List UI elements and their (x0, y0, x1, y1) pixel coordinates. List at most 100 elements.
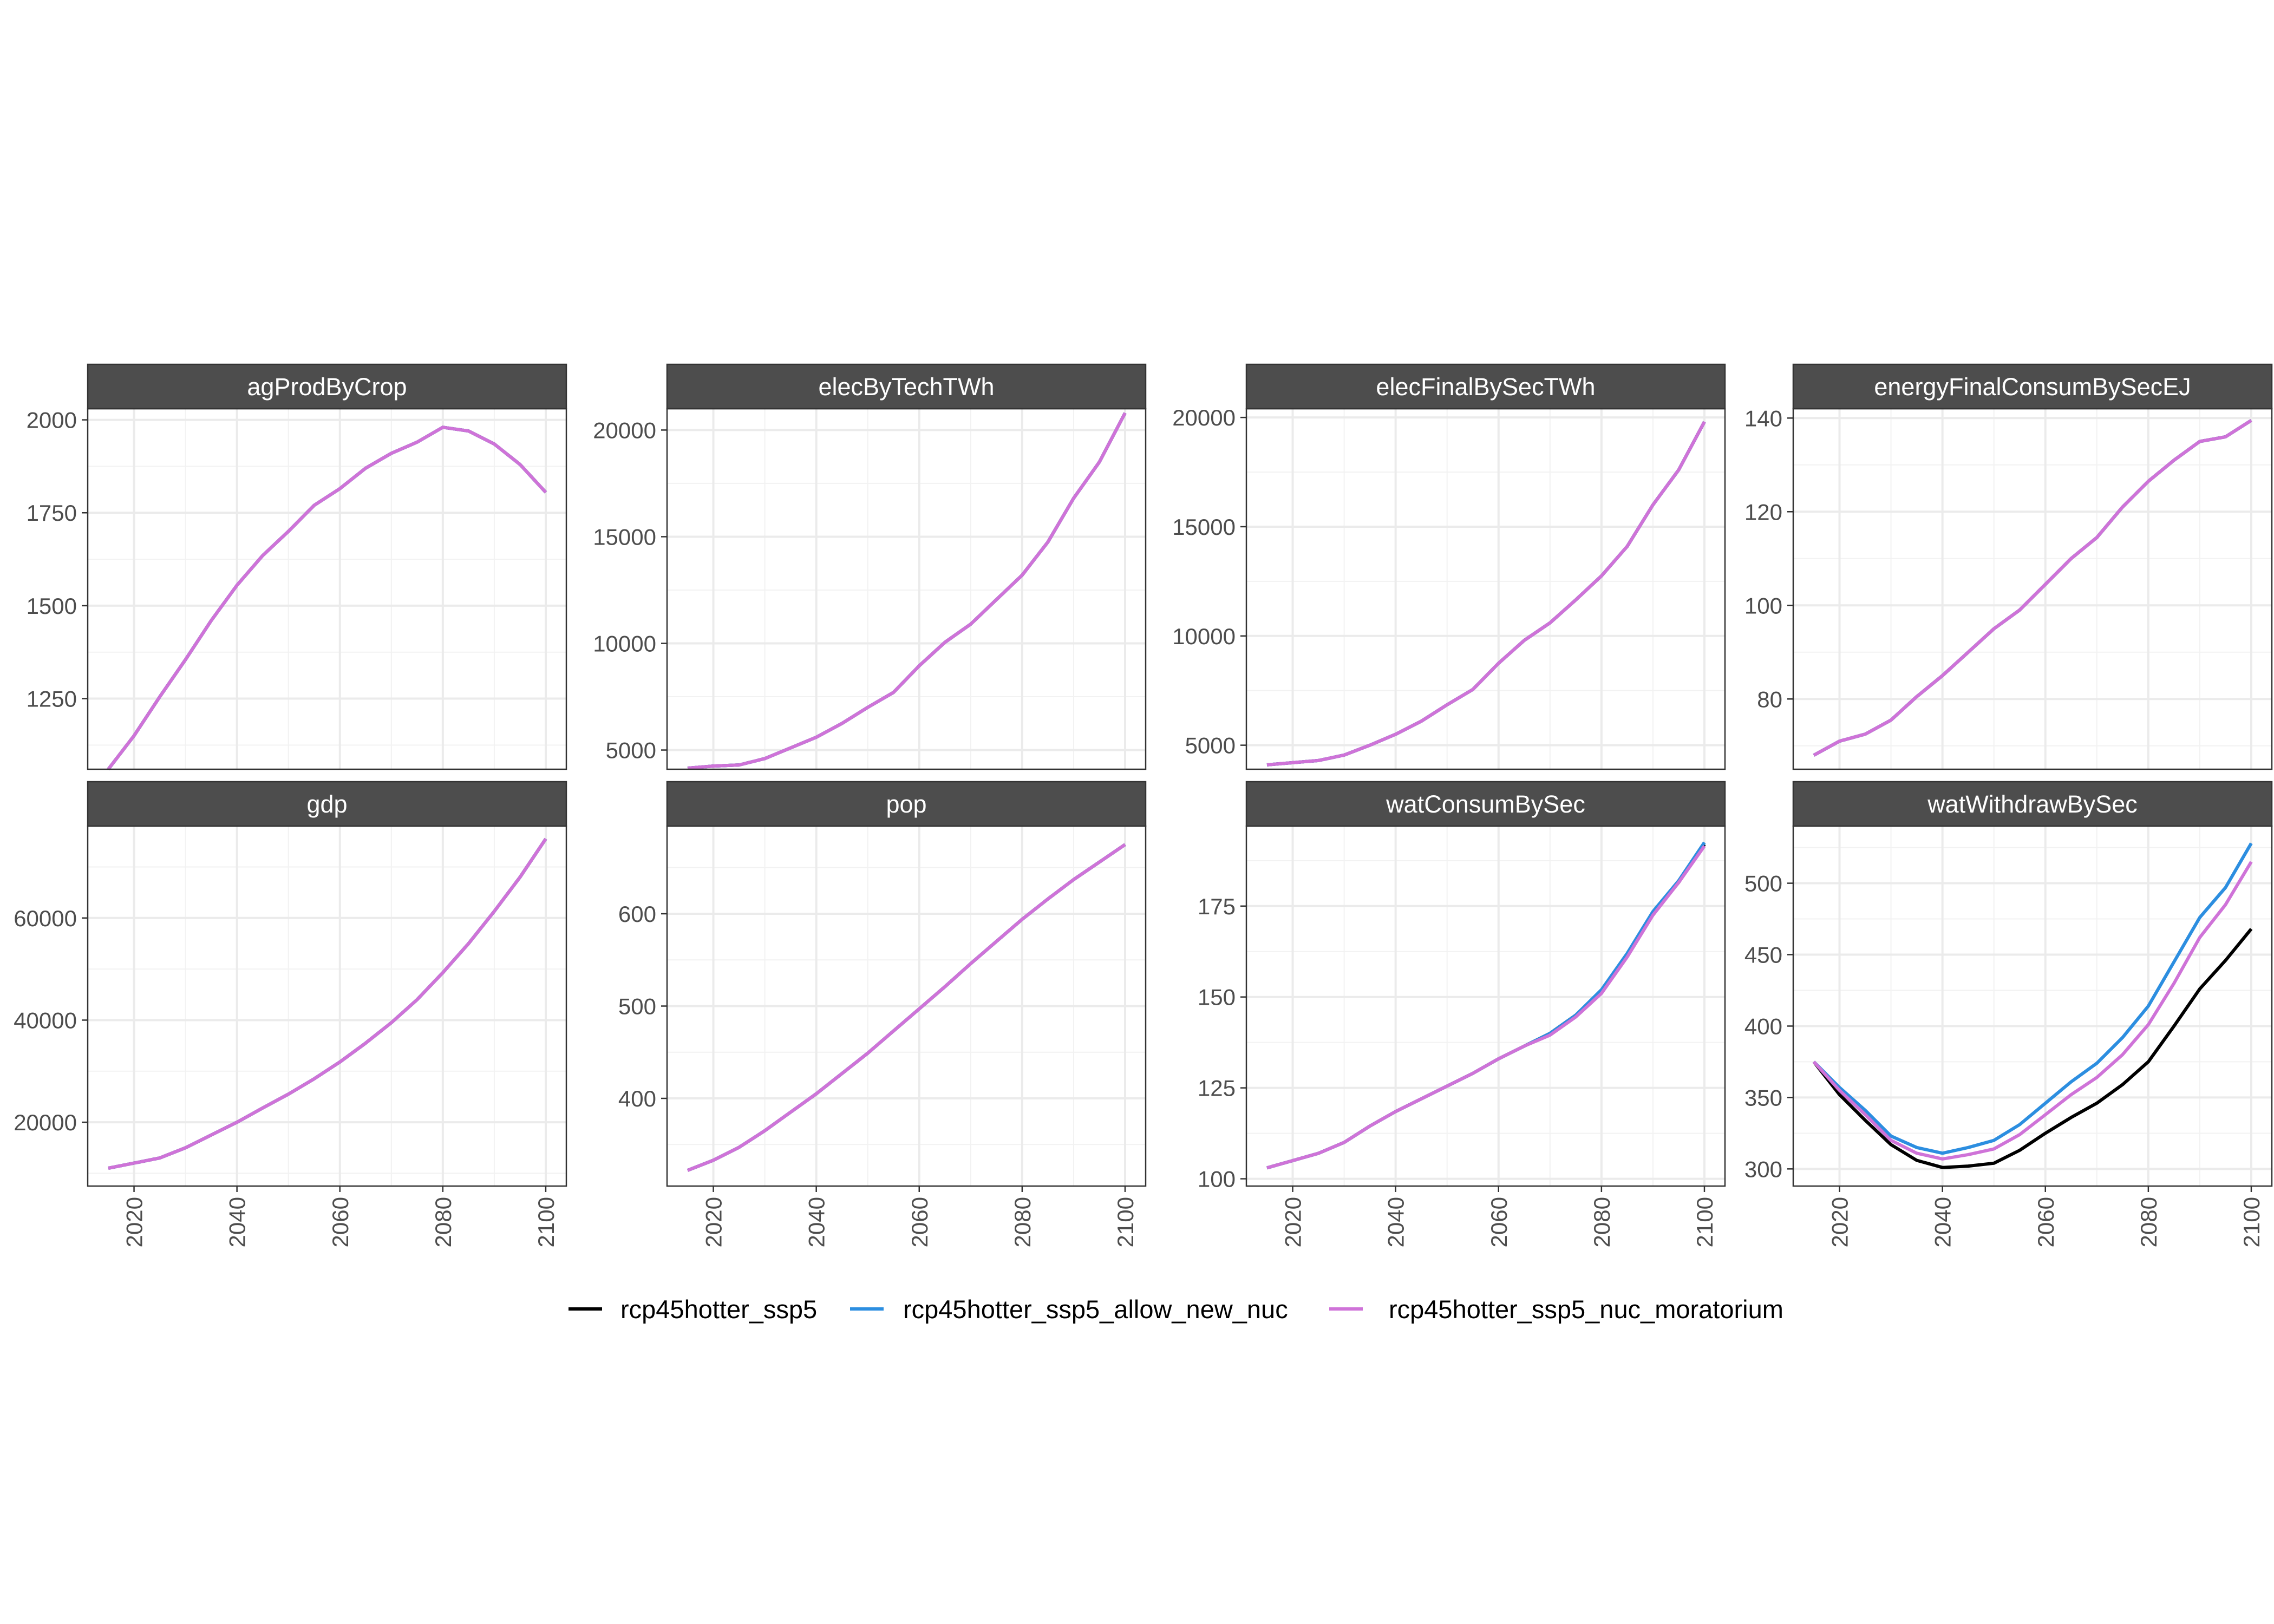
series-line-rcp45hotter_ssp5_nuc_moratorium (1812, 861, 2253, 1161)
y-tick-label: 40000 (14, 1007, 77, 1033)
facet-panel-elecFinalBySecTWh: elecFinalBySecTWh 5000 10000 15000 20000 (1172, 363, 1726, 770)
x-tick-label: 2040 (225, 1197, 250, 1247)
legend-item-rcp45hotter_ssp5: rcp45hotter_ssp5 (568, 1295, 817, 1324)
panel-background (88, 826, 566, 1186)
facet-panel-elecByTechTWh: elecByTechTWh 5000 10000 15000 20000 (593, 363, 1147, 770)
y-tick-label: 20000 (14, 1110, 77, 1135)
series-line-rcp45hotter_ssp5 (1812, 928, 2253, 1169)
x-tick-label: 2080 (430, 1197, 456, 1247)
y-tick-label: 2000 (27, 408, 77, 433)
y-tick-label: 20000 (593, 417, 656, 443)
facet-title: elecByTechTWh (818, 373, 994, 401)
legend-item-rcp45hotter_ssp5_allow_new_nuc: rcp45hotter_ssp5_allow_new_nuc (850, 1295, 1288, 1324)
panel-background (667, 409, 1146, 769)
y-tick-label: 20000 (1172, 405, 1236, 430)
series-line-rcp45hotter_ssp5_nuc_moratorium (687, 412, 1127, 770)
facet-strip (1245, 781, 1726, 827)
facet-panel-watConsumBySec: watConsumBySec 100 125 150 175 2020 2040 2060 20… (1198, 781, 1726, 1247)
y-tick-label: 1250 (27, 686, 77, 712)
legend-label: rcp45hotter_ssp5_allow_new_nuc (903, 1295, 1288, 1324)
facet-strip (1792, 363, 2273, 410)
y-tick-label: 100 (1744, 593, 1782, 618)
x-tick-label: 2100 (2239, 1197, 2264, 1247)
y-tick-label: 10000 (1172, 624, 1236, 649)
facet-title: gdp (306, 790, 347, 818)
series-line-rcp45hotter_ssp5_nuc_moratorium (1266, 845, 1706, 1170)
panel-background (1246, 409, 1725, 769)
x-tick-label: 2060 (1486, 1197, 1512, 1247)
facet-title: agProdByCrop (247, 373, 407, 401)
series-line-rcp45hotter_ssp5_nuc_moratorium (107, 425, 547, 770)
panel-background (1793, 409, 2272, 769)
x-tick-label: 2100 (1692, 1197, 1717, 1247)
y-tick-label: 15000 (1172, 514, 1236, 540)
x-tick-label: 2020 (1280, 1197, 1306, 1247)
x-tick-label: 2100 (533, 1197, 559, 1247)
facet-panel-energyFinalConsumBySecEJ: energyFinalConsumBySecEJ 80 100 120 140 (1744, 363, 2273, 770)
series-line-rcp45hotter_ssp5_nuc_moratorium (1813, 419, 2252, 757)
y-tick-label: 500 (1744, 871, 1782, 896)
x-tick-label: 2020 (701, 1197, 727, 1247)
facet-strip (1792, 781, 2273, 827)
legend-item-rcp45hotter_ssp5_nuc_moratorium: rcp45hotter_ssp5_nuc_moratorium (1329, 1295, 1783, 1324)
y-tick-label: 140 (1744, 405, 1782, 431)
y-tick-label: 60000 (14, 906, 77, 931)
x-tick-label: 2060 (2033, 1197, 2059, 1247)
x-tick-label: 2080 (2136, 1197, 2161, 1247)
facet-strip (87, 363, 567, 410)
facet-title: elecFinalBySecTWh (1376, 373, 1595, 401)
y-tick-label: 150 (1198, 985, 1236, 1010)
facet-strip (666, 781, 1147, 827)
x-tick-label: 2020 (1827, 1197, 1853, 1247)
y-tick-label: 5000 (1185, 733, 1236, 758)
facet-panels: agProdByCrop 1250 1500 1750 2000 elecByTechTW… (14, 363, 2273, 1247)
facet-strip (1245, 363, 1726, 410)
y-tick-label: 450 (1744, 942, 1782, 968)
facet-panel-agProdByCrop: agProdByCrop 1250 1500 1750 2000 (27, 363, 567, 770)
facet-title: watConsumBySec (1386, 790, 1585, 818)
facet-strip (666, 363, 1147, 410)
y-tick-label: 10000 (593, 631, 656, 656)
facet-title: pop (886, 790, 926, 818)
facet-panel-gdp: gdp 20000 40000 60000 2020 2040 2060 2080 2100 (14, 781, 567, 1247)
x-tick-label: 2080 (1589, 1197, 1615, 1247)
x-tick-label: 2020 (122, 1197, 147, 1247)
legend-label: rcp45hotter_ssp5 (620, 1295, 817, 1324)
x-tick-label: 2040 (1383, 1197, 1409, 1247)
facet-panel-watWithdrawBySec: watWithdrawBySec 300 350 400 450 500 2020 2040 2… (1744, 781, 2273, 1247)
x-tick-label: 2060 (328, 1197, 353, 1247)
facet-strip (87, 781, 567, 827)
y-tick-label: 125 (1198, 1076, 1236, 1101)
y-tick-label: 400 (618, 1086, 656, 1111)
series-line-rcp45hotter_ssp5_nuc_moratorium (1266, 421, 1706, 767)
facet-panel-pop: pop 400 500 600 2020 2040 2060 2080 2100 (618, 781, 1147, 1247)
series-line-rcp45hotter_ssp5_allow_new_nuc (1812, 842, 2253, 1155)
panel-background (88, 409, 566, 769)
y-tick-label: 300 (1744, 1156, 1782, 1182)
y-tick-label: 400 (1744, 1013, 1782, 1039)
y-tick-label: 100 (1198, 1167, 1236, 1192)
x-tick-label: 2040 (804, 1197, 829, 1247)
panel-background (1246, 826, 1725, 1186)
series-line-rcp45hotter_ssp5_nuc_moratorium (687, 843, 1126, 1172)
y-tick-label: 80 (1757, 686, 1782, 712)
x-tick-label: 2080 (1010, 1197, 1035, 1247)
series-line-rcp45hotter_ssp5_nuc_moratorium (108, 837, 547, 1170)
y-tick-label: 1750 (27, 500, 77, 526)
y-tick-label: 15000 (593, 524, 656, 549)
legend: rcp45hotter_ssp5 rcp45hotter_ssp5_allow_n… (568, 1295, 1783, 1324)
x-tick-label: 2060 (907, 1197, 932, 1247)
y-tick-label: 175 (1198, 894, 1236, 919)
y-tick-label: 120 (1744, 499, 1782, 525)
y-tick-label: 500 (618, 994, 656, 1019)
legend-label: rcp45hotter_ssp5_nuc_moratorium (1389, 1295, 1783, 1324)
y-tick-label: 350 (1744, 1085, 1782, 1110)
facet-title: energyFinalConsumBySecEJ (1874, 373, 2191, 401)
x-tick-label: 2040 (1930, 1197, 1956, 1247)
y-tick-label: 1500 (27, 593, 77, 619)
facet-title: watWithdrawBySec (1927, 790, 2138, 818)
x-tick-label: 2100 (1113, 1197, 1138, 1247)
y-tick-label: 600 (618, 901, 656, 927)
y-tick-label: 5000 (606, 738, 656, 763)
